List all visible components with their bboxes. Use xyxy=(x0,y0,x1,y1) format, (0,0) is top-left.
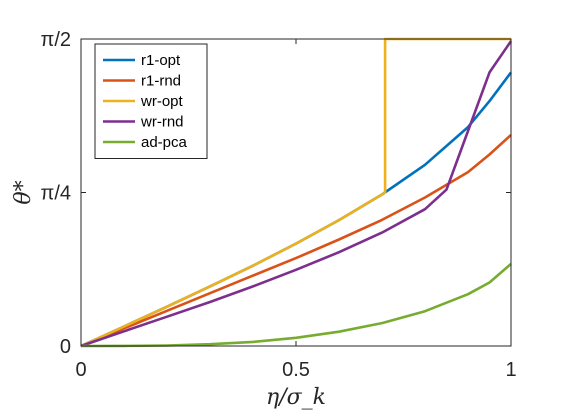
x-tick-label: 0 xyxy=(75,359,86,381)
y-axis: 0 π/4 π/2 xyxy=(41,29,511,358)
series-line-r1-rnd xyxy=(80,133,512,348)
series-line-wr-opt xyxy=(80,37,511,348)
y-axis-label: θ* xyxy=(11,180,36,204)
legend-label-ad-pca: ad-pca xyxy=(141,134,188,151)
legend-label-wr-opt: wr-opt xyxy=(140,93,184,110)
x-tick-label: 0.5 xyxy=(282,359,310,381)
x-axis: 0 0.5 1 xyxy=(75,39,517,381)
y-tick-label: 0 xyxy=(60,336,71,358)
y-tick-label: π/2 xyxy=(41,29,71,51)
legend-label-r1-rnd: r1-rnd xyxy=(141,73,181,90)
legend-label-wr-rnd: wr-rnd xyxy=(140,114,184,131)
legend-label-r1-opt: r1-opt xyxy=(141,52,181,69)
x-tick-label: 1 xyxy=(505,359,516,381)
x-axis-label: η/σ_k xyxy=(266,385,326,410)
legend: r1-opt r1-rnd wr-opt wr-rnd ad-pca xyxy=(94,43,208,159)
y-tick-label: π/4 xyxy=(41,183,71,205)
series-line-ad-pca xyxy=(80,262,512,348)
series-line-wr-rnd xyxy=(80,40,513,348)
